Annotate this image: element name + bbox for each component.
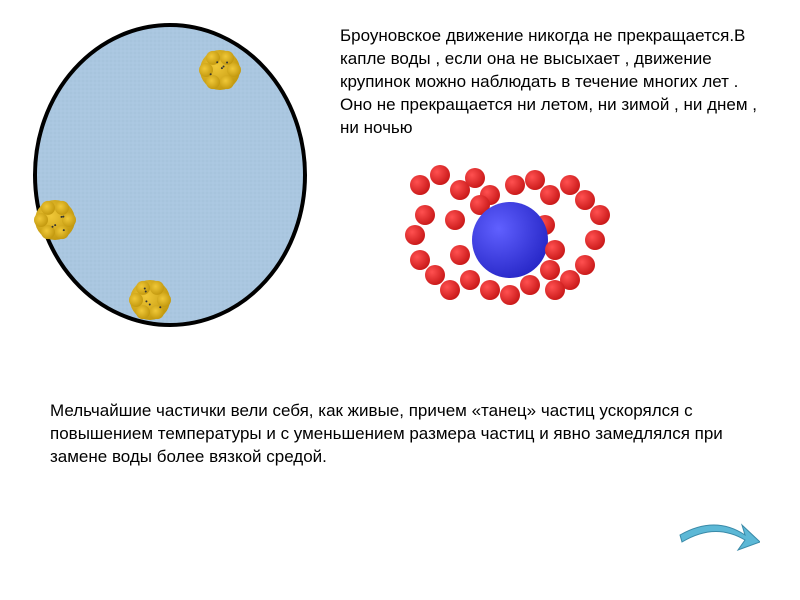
right-column: Броуновское движение никогда не прекраща… xyxy=(310,20,770,330)
paragraph-2: Мельчайшие частички вели себя, как живые… xyxy=(50,400,750,469)
top-section: Броуновское движение никогда не прекраща… xyxy=(0,0,800,340)
molecule-illustration xyxy=(400,160,620,310)
microscope-view-illustration xyxy=(30,20,310,330)
next-arrow-icon[interactable] xyxy=(670,520,760,570)
paragraph-1: Броуновское движение никогда не прекраща… xyxy=(340,25,770,140)
